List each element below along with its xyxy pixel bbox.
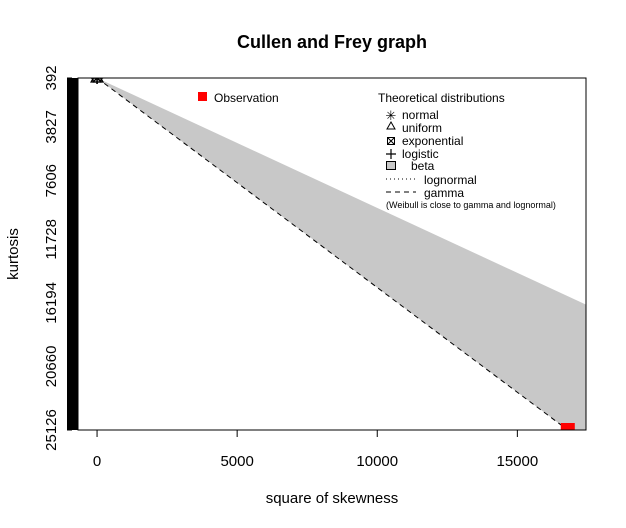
y-tick-label: 20660 [43, 346, 60, 388]
y-tick-label: 392 [43, 65, 60, 90]
y-tick-label: 11728 [43, 219, 60, 260]
legend-observation-marker [198, 92, 207, 101]
legend-note: (Weibull is close to gamma and lognormal… [386, 200, 556, 210]
y-tick-label: 7606 [43, 164, 60, 197]
y-tick-label: 3827 [43, 110, 60, 143]
normal-point-stroke [96, 78, 102, 83]
legend-item-beta: beta [411, 159, 435, 173]
y-axis: 392 3827 7606 11728 16194 20660 25126 [43, 65, 78, 451]
x-tick-label: 10000 [356, 453, 398, 470]
exponential-marker-icon [387, 137, 395, 145]
logistic-marker-icon [386, 149, 396, 159]
x-axis: 0 5000 10000 15000 [93, 429, 538, 470]
beta-marker-icon [386, 161, 396, 170]
observation-point [560, 423, 575, 430]
legend-item-lognormal: lognormal [424, 173, 477, 187]
plot-content [90, 78, 586, 430]
legend-theoretical: Theoretical distributions ✳ normal unifo… [378, 91, 556, 210]
logistic-point [91, 78, 104, 84]
theoretical-points [90, 78, 105, 84]
legend-observation-label: Observation [214, 91, 279, 105]
legend-item-exponential: exponential [402, 134, 463, 148]
x-tick-label: 15000 [496, 453, 538, 470]
uniform-marker-icon [386, 120, 396, 130]
legend-item-logistic: logistic [402, 147, 439, 161]
legend-item-gamma: gamma [424, 186, 464, 200]
y-tick-label: 16194 [43, 282, 60, 324]
x-tick-label: 0 [93, 453, 101, 470]
legend-observation: Observation [198, 91, 279, 105]
legend-item-normal: normal [402, 108, 439, 122]
x-axis-label: square of skewness [266, 490, 399, 507]
x-tick-label: 5000 [220, 453, 253, 470]
beta-region [97, 78, 586, 430]
legend-theoretical-title: Theoretical distributions [378, 91, 505, 105]
y-axis-label: kurtosis [5, 228, 22, 280]
normal-point-stroke [92, 78, 99, 83]
plot-area [90, 78, 586, 430]
legend-item-uniform: uniform [402, 121, 442, 135]
y-tick-label: 25126 [43, 409, 60, 451]
y-axis-line [67, 78, 78, 430]
gamma-line [96, 78, 569, 430]
chart-title: Cullen and Frey graph [237, 32, 427, 52]
normal-marker-icon: ✳ [386, 109, 397, 124]
